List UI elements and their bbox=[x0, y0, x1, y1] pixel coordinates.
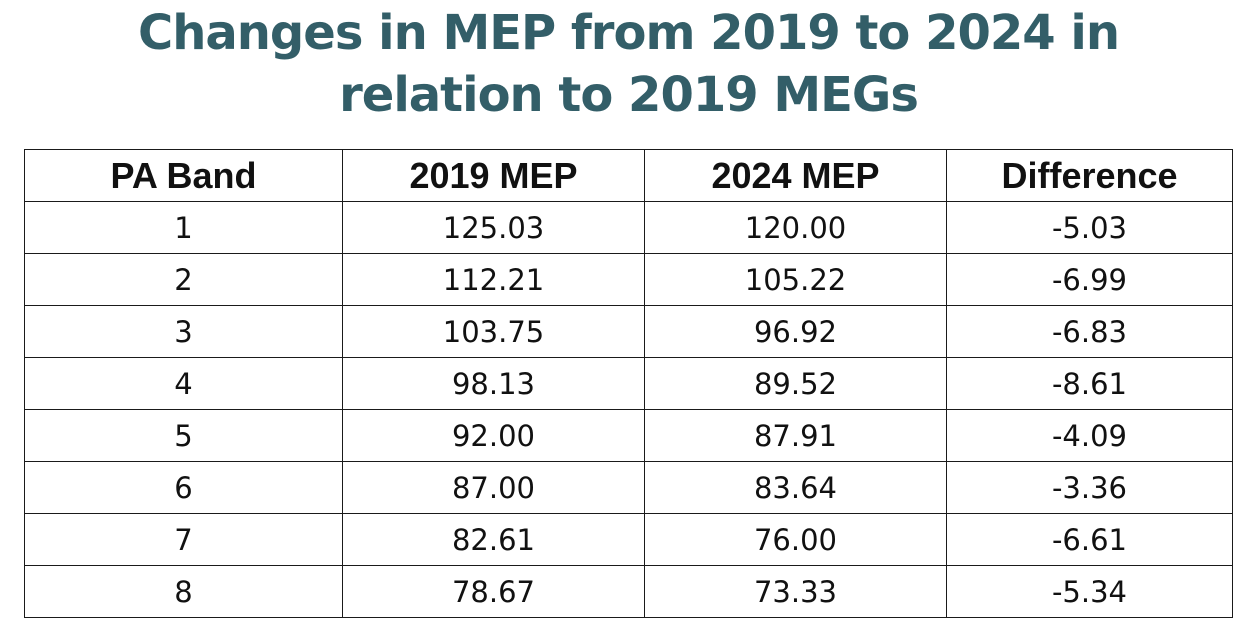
table-header-row: PA Band 2019 MEP 2024 MEP Difference bbox=[24, 149, 1233, 202]
cell-difference: -5.03 bbox=[946, 201, 1233, 254]
cell-pa-band: 7 bbox=[24, 513, 343, 566]
cell-difference: -6.99 bbox=[946, 253, 1233, 306]
cell-2019-mep: 98.13 bbox=[342, 357, 645, 410]
cell-pa-band: 3 bbox=[24, 305, 343, 358]
table-row: 5 92.00 87.91 -4.09 bbox=[24, 409, 1233, 462]
cell-2019-mep: 125.03 bbox=[342, 201, 645, 254]
cell-2024-mep: 76.00 bbox=[644, 513, 947, 566]
table-row: 6 87.00 83.64 -3.36 bbox=[24, 461, 1233, 514]
cell-2019-mep: 92.00 bbox=[342, 409, 645, 462]
cell-2024-mep: 96.92 bbox=[644, 305, 947, 358]
header-2024-mep: 2024 MEP bbox=[644, 149, 947, 202]
cell-pa-band: 6 bbox=[24, 461, 343, 514]
cell-2019-mep: 112.21 bbox=[342, 253, 645, 306]
title-line-2: relation to 2019 MEGs bbox=[339, 67, 919, 123]
cell-pa-band: 5 bbox=[24, 409, 343, 462]
table-row: 7 82.61 76.00 -6.61 bbox=[24, 513, 1233, 566]
cell-2024-mep: 87.91 bbox=[644, 409, 947, 462]
cell-pa-band: 2 bbox=[24, 253, 343, 306]
cell-2024-mep: 105.22 bbox=[644, 253, 947, 306]
header-pa-band: PA Band bbox=[24, 149, 343, 202]
cell-2024-mep: 73.33 bbox=[644, 565, 947, 618]
table-row: 4 98.13 89.52 -8.61 bbox=[24, 357, 1233, 410]
cell-difference: -6.83 bbox=[946, 305, 1233, 358]
cell-2019-mep: 103.75 bbox=[342, 305, 645, 358]
cell-difference: -5.34 bbox=[946, 565, 1233, 618]
cell-difference: -8.61 bbox=[946, 357, 1233, 410]
cell-difference: -3.36 bbox=[946, 461, 1233, 514]
mep-table: PA Band 2019 MEP 2024 MEP Difference 1 1… bbox=[24, 149, 1233, 618]
table-row: 1 125.03 120.00 -5.03 bbox=[24, 201, 1233, 254]
table-row: 2 112.21 105.22 -6.99 bbox=[24, 253, 1233, 306]
cell-2019-mep: 87.00 bbox=[342, 461, 645, 514]
title-line-1: Changes in MEP from 2019 to 2024 in bbox=[137, 5, 1120, 61]
cell-2019-mep: 82.61 bbox=[342, 513, 645, 566]
page-title: Changes in MEP from 2019 to 2024 in rela… bbox=[0, 2, 1257, 126]
cell-2024-mep: 83.64 bbox=[644, 461, 947, 514]
cell-2024-mep: 89.52 bbox=[644, 357, 947, 410]
table-row: 8 78.67 73.33 -5.34 bbox=[24, 565, 1233, 618]
cell-pa-band: 1 bbox=[24, 201, 343, 254]
cell-2024-mep: 120.00 bbox=[644, 201, 947, 254]
header-2019-mep: 2019 MEP bbox=[342, 149, 645, 202]
cell-difference: -6.61 bbox=[946, 513, 1233, 566]
cell-2019-mep: 78.67 bbox=[342, 565, 645, 618]
table-row: 3 103.75 96.92 -6.83 bbox=[24, 305, 1233, 358]
cell-pa-band: 4 bbox=[24, 357, 343, 410]
cell-difference: -4.09 bbox=[946, 409, 1233, 462]
header-difference: Difference bbox=[946, 149, 1233, 202]
cell-pa-band: 8 bbox=[24, 565, 343, 618]
